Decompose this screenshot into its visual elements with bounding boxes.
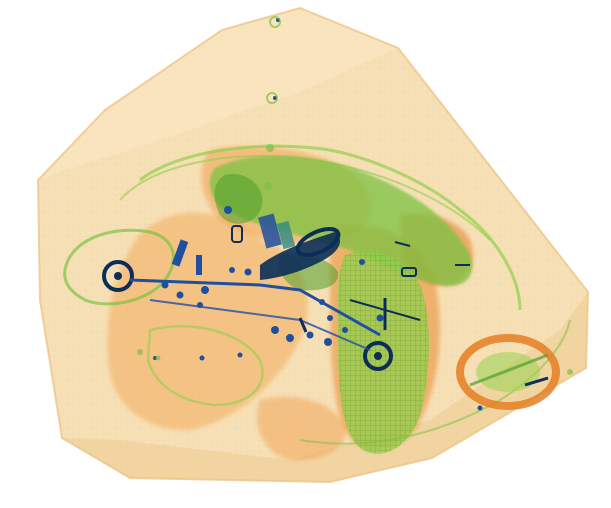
metallic-components <box>102 213 549 387</box>
orange-ring-object <box>456 334 560 410</box>
trace-specks <box>137 16 573 375</box>
inorganic-material <box>63 144 571 454</box>
